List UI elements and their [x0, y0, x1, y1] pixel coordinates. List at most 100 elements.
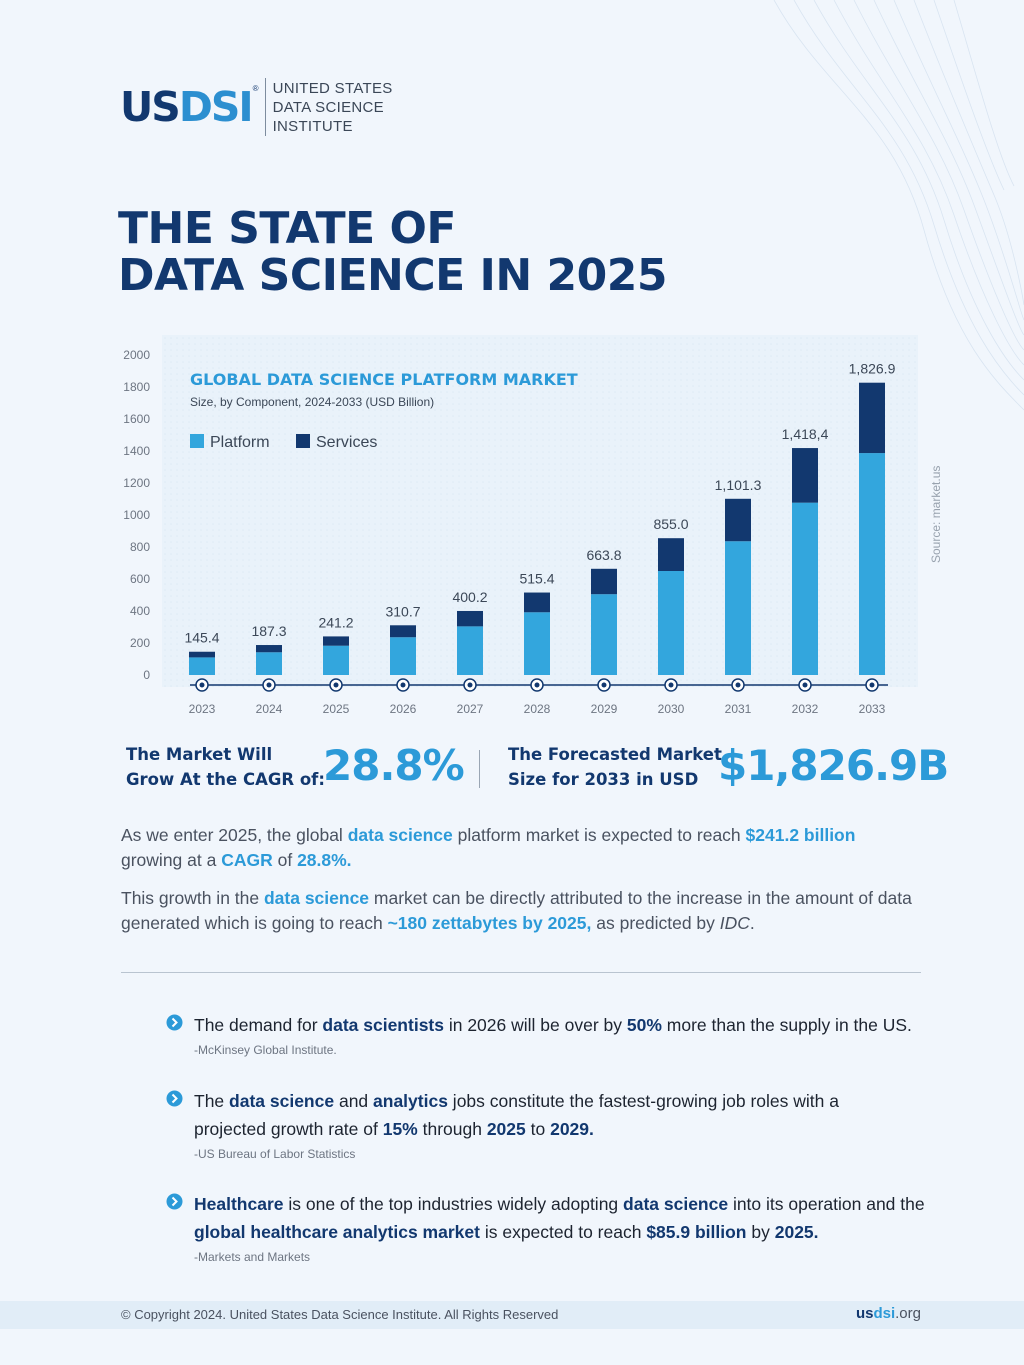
y-tick-label: 1800 — [123, 380, 150, 394]
x-tick-label: 2025 — [323, 702, 350, 716]
forecast-value: $1,826.9B — [718, 741, 949, 790]
data-label: 400.2 — [452, 589, 487, 605]
axis-marker-dot — [668, 682, 674, 688]
x-tick-label: 2027 — [457, 702, 484, 716]
bar-services — [256, 645, 282, 653]
bar-platform — [725, 541, 751, 675]
stats-divider — [479, 750, 480, 788]
axis-marker-dot — [400, 682, 406, 688]
chevron-right-circle-icon — [166, 1014, 183, 1031]
y-tick-label: 1000 — [123, 508, 150, 522]
y-tick-label: 600 — [130, 572, 150, 586]
axis-marker-dot — [601, 682, 607, 688]
footer: © Copyright 2024. United States Data Sci… — [0, 1301, 1024, 1329]
x-tick-label: 2030 — [658, 702, 685, 716]
data-label: 241.2 — [318, 614, 353, 630]
logo-divider — [264, 78, 266, 136]
legend-services-label: Services — [316, 434, 377, 451]
y-tick-label: 1400 — [123, 444, 150, 458]
bar-services — [189, 651, 215, 658]
bar-platform — [658, 571, 684, 675]
chevron-right-circle-icon — [166, 1090, 183, 1107]
axis-marker-dot — [333, 682, 339, 688]
bar-services — [524, 592, 550, 613]
bullet-source: -Markets and Markets — [194, 1250, 311, 1264]
bar-services — [457, 610, 483, 627]
y-tick-label: 0 — [143, 668, 150, 682]
y-tick-label: 400 — [130, 604, 150, 618]
list-item: The data science and analytics jobs cons… — [166, 1087, 886, 1161]
logo-wordmark: UNITED STATES DATA SCIENCE INSTITUTE — [272, 79, 393, 135]
x-tick-label: 2031 — [725, 702, 752, 716]
x-tick-label: 2028 — [524, 702, 551, 716]
bar-platform — [390, 637, 416, 675]
forecast-stat: The Forecasted Market Size for 2033 in U… — [508, 742, 722, 792]
axis-marker-dot — [199, 682, 205, 688]
bullet-text: The data science and analytics jobs cons… — [194, 1091, 839, 1139]
x-tick-label: 2029 — [591, 702, 618, 716]
axis-marker-dot — [735, 682, 741, 688]
page-title: THE STATE OF DATA SCIENCE IN 2025 — [118, 203, 668, 301]
data-label: 663.8 — [586, 547, 621, 563]
data-label: 1,826.9 — [849, 361, 896, 377]
chart-subtitle: Size, by Component, 2024-2033 (USD Billi… — [190, 395, 434, 409]
bar-platform — [256, 652, 282, 675]
x-tick-label: 2024 — [256, 702, 283, 716]
chevron-right-circle-icon — [166, 1193, 183, 1210]
footer-copyright: © Copyright 2024. United States Data Sci… — [121, 1307, 559, 1322]
bar-platform — [189, 657, 215, 675]
axis-marker-dot — [534, 682, 540, 688]
y-tick-label: 1600 — [123, 412, 150, 426]
cagr-label: The Market Will Grow At the CAGR of: — [126, 745, 325, 789]
x-tick-label: 2032 — [792, 702, 819, 716]
data-label: 1,418,4 — [782, 426, 829, 442]
x-tick-label: 2023 — [189, 702, 216, 716]
bar-services — [859, 382, 885, 454]
data-label: 855.0 — [653, 516, 688, 532]
bar-services — [792, 448, 818, 503]
bar-platform — [792, 502, 818, 675]
y-tick-label: 200 — [130, 636, 150, 650]
y-tick-label: 2000 — [123, 348, 150, 362]
usdsi-logo: USDSI ® UNITED STATES DATA SCIENCE INSTI… — [120, 78, 393, 136]
axis-marker-dot — [869, 682, 875, 688]
bar-platform — [323, 645, 349, 675]
x-tick-label: 2026 — [390, 702, 417, 716]
chart-source: Source: market.us — [929, 466, 943, 563]
bar-platform — [591, 594, 617, 675]
bar-platform — [457, 626, 483, 675]
intro-paragraph: As we enter 2025, the global data scienc… — [121, 825, 856, 870]
bullet-text: Healthcare is one of the top industries … — [194, 1194, 925, 1242]
chart-title: GLOBAL DATA SCIENCE PLATFORM MARKET — [190, 370, 578, 389]
data-label: 310.7 — [385, 603, 420, 619]
footer-website-link[interactable]: usdsi.org — [855, 1305, 921, 1322]
bullet-text: The demand for data scientists in 2026 w… — [194, 1015, 912, 1035]
legend-platform-label: Platform — [210, 434, 270, 451]
growth-paragraph: This growth in the data science market c… — [121, 888, 912, 933]
bar-services — [390, 625, 416, 638]
bullet-source: -McKinsey Global Institute. — [194, 1043, 337, 1057]
bar-platform — [859, 453, 885, 675]
logo-mark: USDSI — [120, 82, 254, 131]
list-item: Healthcare is one of the top industries … — [166, 1190, 946, 1264]
logo-registered-mark: ® — [252, 84, 259, 93]
data-label: 515.4 — [519, 571, 554, 587]
legend-platform-swatch — [190, 434, 204, 448]
x-tick-label: 2033 — [859, 702, 886, 716]
list-item: The demand for data scientists in 2026 w… — [166, 1011, 946, 1057]
y-tick-label: 1200 — [123, 476, 150, 490]
section-divider — [121, 972, 921, 973]
cagr-value: 28.8% — [323, 741, 465, 790]
axis-marker-dot — [802, 682, 808, 688]
market-chart: 0 200 400 600 800 1000 1200 1400 1600 1800 2000 14… — [123, 335, 943, 716]
data-label: 1,101.3 — [715, 477, 762, 493]
legend-services-swatch — [296, 434, 310, 448]
y-tick-label: 800 — [130, 540, 150, 554]
axis-marker-dot — [467, 682, 473, 688]
data-label: 187.3 — [251, 623, 286, 639]
bar-services — [658, 538, 684, 571]
axis-marker-dot — [266, 682, 272, 688]
bar-services — [323, 636, 349, 646]
bullet-source: -US Bureau of Labor Statistics — [194, 1147, 356, 1161]
data-label: 145.4 — [184, 630, 219, 646]
